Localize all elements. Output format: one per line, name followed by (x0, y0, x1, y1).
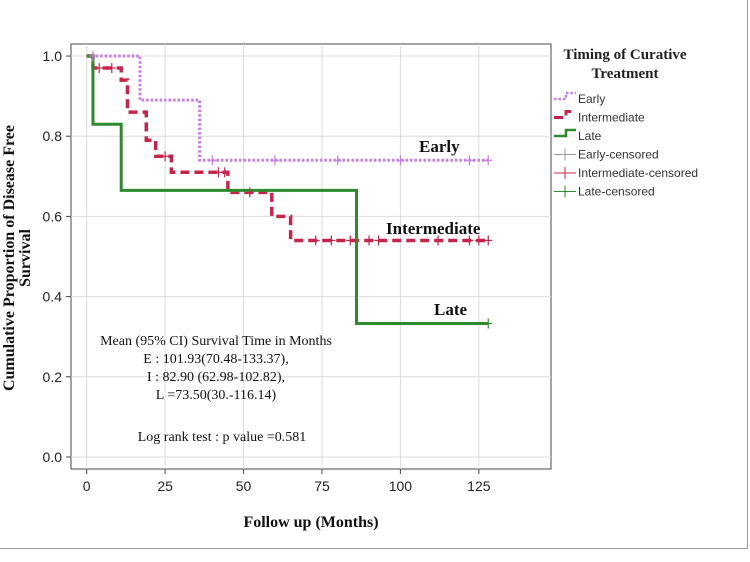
legend-item-early: Early (554, 91, 605, 106)
annotation-late: L =73.50(30.-116.14) (156, 388, 277, 403)
series-early-line (86, 54, 489, 162)
legend-swatch (554, 128, 576, 138)
legend-swatch (554, 91, 576, 101)
censor-mark-early (270, 155, 279, 166)
y-tick-label: 0.2 (43, 369, 63, 385)
y-axis-title-line2: Survival (17, 229, 34, 287)
censor-mark-intermediate (474, 235, 483, 246)
legend-items: Early Intermediate Late Early-censored Inter… (554, 91, 698, 199)
y-tick-label: 1.0 (43, 48, 63, 64)
legend-label: Late-censored (578, 185, 655, 199)
censor-mark-intermediate (346, 235, 355, 246)
legend-label: Late (578, 129, 602, 143)
censor-mark-late (484, 318, 493, 329)
annotation-logrank: Log rank test : p value =0.581 (138, 430, 306, 445)
censor-mark-intermediate (311, 235, 320, 246)
censor-mark-intermediate (161, 151, 170, 162)
survival-curves (86, 54, 489, 325)
chart-frame (0, 0, 748, 549)
censor-mark-early (396, 155, 405, 166)
censor-mark-intermediate (327, 235, 336, 246)
x-tick-label: 50 (236, 478, 252, 494)
curve-label-late: Late (434, 300, 468, 319)
censor-mark-early (333, 155, 342, 166)
series-late-line (86, 54, 489, 325)
x-axis-ticks: 0 25 50 75 100 125 (83, 469, 491, 494)
censor-mark-intermediate (95, 63, 104, 74)
x-tick-label: 0 (83, 478, 91, 494)
annotation-mean-title: Mean (95% CI) Survival Time in Months (100, 334, 332, 349)
censor-mark-intermediate (484, 235, 493, 246)
censor-mark-early (208, 155, 217, 166)
x-tick-label: 125 (467, 478, 491, 494)
censor-mark-early (465, 155, 474, 166)
legend-swatch (554, 110, 576, 119)
y-tick-label: 0.0 (43, 449, 63, 465)
y-axis-ticks: 0.0 0.2 0.4 0.6 0.8 1.0 (43, 48, 71, 465)
legend-item-late-censored: Late-censored (554, 185, 655, 199)
legend-label: Early (578, 92, 605, 106)
legend-title-line2: Treatment (592, 66, 659, 82)
legend-label: Intermediate (578, 111, 645, 125)
censor-mark-intermediate (365, 235, 374, 246)
curve-label-intermediate: Intermediate (386, 219, 481, 238)
legend-title-line1: Timing of Curative (563, 47, 686, 63)
censor-mark-early (88, 51, 97, 62)
x-tick-label: 100 (389, 478, 413, 494)
censor-mark-intermediate (434, 235, 443, 246)
censor-marks (88, 51, 493, 329)
censor-mark-intermediate (374, 235, 383, 246)
censor-mark-early (484, 155, 493, 166)
legend-label: Early-censored (578, 148, 659, 162)
legend-item-intermediate-censored: Intermediate-censored (554, 166, 698, 180)
y-tick-label: 0.4 (43, 289, 63, 305)
censor-mark-intermediate (220, 167, 229, 178)
legend-label: Intermediate-censored (578, 166, 698, 180)
legend-item-intermediate: Intermediate (554, 110, 645, 125)
plot-area (70, 43, 552, 470)
x-tick-label: 25 (157, 478, 173, 494)
legend: Timing of Curative Treatment Early Interm… (554, 47, 698, 199)
x-axis-title: Follow up (Months) (243, 514, 378, 531)
curve-label-early: Early (419, 137, 460, 156)
annotation-intermediate: I : 82.90 (62.98-102.82), (147, 370, 285, 385)
annotation-early: E : 101.93(70.48-133.37), (143, 352, 288, 367)
series-intermediate-line (86, 54, 489, 243)
y-tick-label: 0.6 (43, 208, 63, 224)
censor-mark-intermediate (465, 235, 474, 246)
gridlines (71, 44, 551, 469)
y-tick-label: 0.8 (43, 128, 63, 144)
x-tick-label: 75 (314, 478, 330, 494)
legend-item-late: Late (554, 128, 602, 143)
y-axis-title-line1: Cumulative Proportion of Disease Free (1, 125, 18, 391)
legend-item-early-censored: Early-censored (554, 148, 659, 162)
censor-mark-intermediate (245, 187, 254, 198)
censor-mark-intermediate (107, 63, 116, 74)
